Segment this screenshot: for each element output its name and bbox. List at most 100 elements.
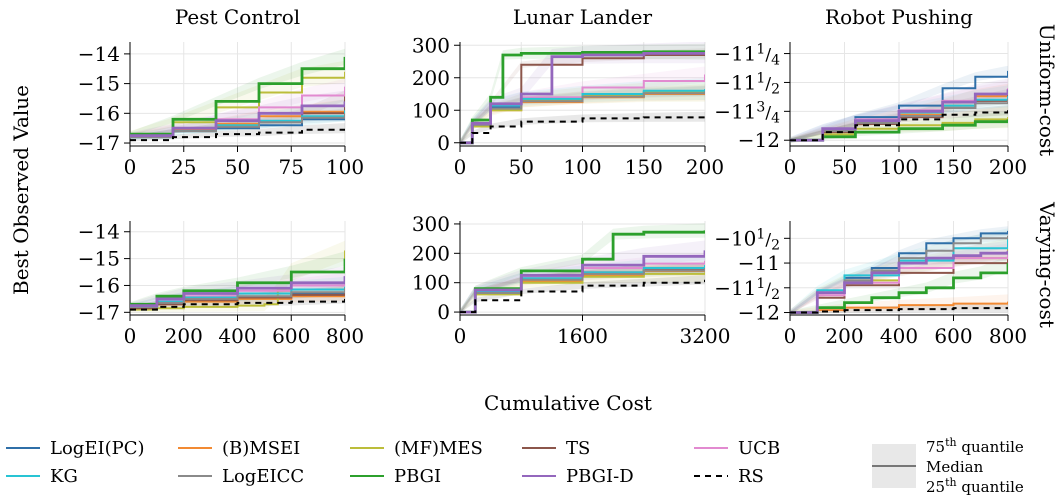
legend-item-ts: TS (522, 438, 590, 459)
panel-lunar-uniform: Lunar Lander 0 50 100 150 200 0 100 200 300 (412, 5, 724, 179)
series-line-pbgi-d (460, 52, 705, 145)
x-tick-label: 200 (165, 324, 203, 348)
x-tick-label: 200 (989, 155, 1027, 179)
y-tick-label: 0 (437, 300, 450, 324)
x-tick-label: 0 (784, 324, 797, 348)
x-tick-label: 150 (625, 155, 663, 179)
y-tick-label: −17 (78, 300, 120, 324)
legend-label: LogEICC (222, 466, 304, 487)
y-tick-label: −101/2​ (714, 226, 780, 253)
y-tick-label: −113/4​ (714, 99, 780, 126)
y-tick-label: −111/4​ (714, 42, 780, 69)
y-tick-label: 100 (412, 271, 450, 295)
series-line-rs (130, 128, 345, 142)
plot-area (790, 65, 1008, 144)
quantile-band-logeicc (790, 231, 1008, 314)
x-tick-label: 800 (326, 324, 364, 348)
y-tick-label: 300 (412, 33, 450, 57)
x-tick-label: 800 (989, 324, 1027, 348)
x-tick-label: 75 (279, 155, 304, 179)
x-tick-label: 50 (832, 155, 857, 179)
y-tick-label: 200 (412, 241, 450, 265)
x-tick-label: 25 (171, 155, 196, 179)
y-tick-label: −15 (78, 72, 120, 96)
y-tick-label: −15 (78, 247, 120, 271)
x-tick-label: 200 (825, 324, 863, 348)
panel-robot-varying: 0 200 400 600 800 −12−111/2​−11−101/2​ (714, 221, 1027, 348)
x-tick-label: 0 (454, 324, 467, 348)
series-line-rs (130, 298, 345, 311)
legend-item-logeicc: LogEICC (178, 466, 304, 487)
legend-item-pbgi: PBGI (350, 466, 441, 487)
series-line-pbgi (790, 263, 1008, 314)
y-tick-label: −16 (78, 273, 120, 297)
panel-pest-varying: 0 200 400 600 800 −17 −16−15 −14 (78, 220, 364, 348)
x-tick-label: 400 (218, 324, 256, 348)
legend-item-b-msei: (B)MSEI (178, 438, 300, 459)
y-tick-label: 0 (437, 131, 450, 155)
legend-label: UCB (738, 438, 780, 459)
legend-label: PBGI (394, 466, 441, 487)
y-tick-label: −16 (78, 101, 120, 125)
legend-label: LogEI(PC) (50, 438, 145, 459)
y-tick-label: 300 (412, 212, 450, 236)
quantile-band-logei-pc (790, 226, 1008, 314)
series-line-pbgi-d (790, 250, 1008, 314)
legend-quantile-top: 75th quantile (926, 436, 1024, 456)
quantile-band-rs (460, 111, 705, 145)
legend-label: (MF)MES (394, 438, 483, 459)
panel-title: Robot Pushing (825, 5, 973, 29)
legend-quantile-mid: Median (926, 458, 984, 476)
y-tick-label: −14 (78, 220, 120, 244)
series-line-rs (460, 279, 705, 314)
y-tick-label: −17 (78, 131, 120, 155)
row-label-uniform: Uniform-cost (1035, 24, 1058, 156)
x-tick-label: 50 (225, 155, 250, 179)
row-label-varying: Varying-cost (1035, 201, 1058, 328)
x-tick-label: 1600 (557, 324, 608, 348)
series-line-pbgi-d (460, 250, 705, 314)
series-line-pbgi-d (790, 89, 1008, 142)
x-tick-label: 200 (686, 155, 724, 179)
legend-label: TS (566, 438, 590, 459)
panel-robot-uniform: Robot Pushing050100150200−12−113/4​−111/… (714, 5, 1027, 179)
x-tick-label: 0 (124, 155, 137, 179)
plot-area (130, 48, 345, 142)
x-tick-label: 0 (124, 324, 137, 348)
legend-label: (B)MSEI (222, 438, 300, 459)
y-tick-label: 200 (412, 66, 450, 90)
x-tick-label: 100 (880, 155, 918, 179)
quantile-band-ts (460, 48, 705, 145)
y-tick-label: −14 (78, 42, 120, 66)
plot-area (460, 223, 705, 315)
plot-area (130, 240, 345, 313)
y-axis-label: Best Observed Value (9, 85, 33, 295)
quantile-band-pbgi (790, 255, 1008, 315)
panel-pest-uniform: Pest Control 0 25 50 75 100 −17 −16 −15 −14 (78, 5, 364, 179)
series-line-pbgi-d (130, 101, 345, 137)
legend-quantile-bottom: 25th quantile (926, 476, 1024, 496)
x-tick-label: 0 (784, 155, 797, 179)
series-line-pbgi-d (130, 276, 345, 307)
x-tick-label: 0 (454, 155, 467, 179)
quantile-band-pbgi (130, 48, 345, 137)
x-tick-label: 3200 (680, 324, 731, 348)
x-tick-label: 600 (272, 324, 310, 348)
series-line-rs (790, 307, 1008, 314)
legend-item-mf-mes: (MF)MES (350, 438, 483, 459)
series-line-rs (460, 116, 705, 144)
series-line-pbgi (130, 56, 345, 136)
x-tick-label: 150 (934, 155, 972, 179)
y-tick-label: −11 (738, 251, 780, 275)
y-tick-label: −111/2​ (714, 70, 780, 97)
legend-label: RS (738, 466, 764, 487)
plot-area (790, 226, 1008, 315)
panel-title: Lunar Lander (513, 5, 653, 29)
legend-label: KG (50, 466, 78, 487)
y-tick-label: −12 (738, 128, 780, 152)
y-tick-label: −111/2​ (714, 276, 780, 303)
series-line-rs (790, 110, 1008, 142)
